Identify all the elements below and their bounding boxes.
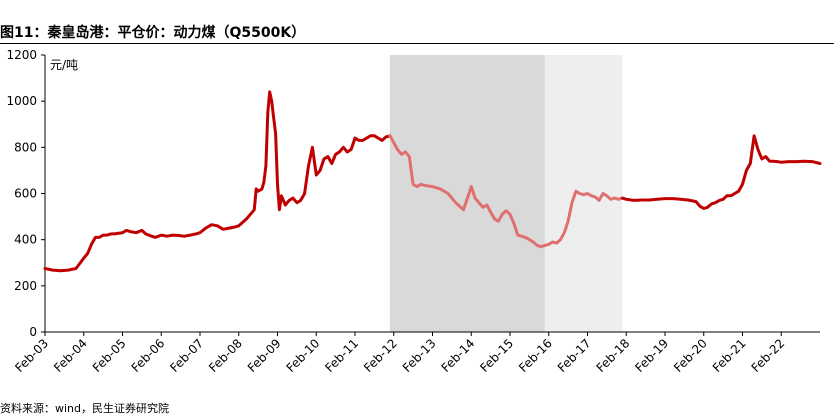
x-tick-label: Feb-06 [129,336,168,375]
y-tick-label: 200 [14,279,37,293]
x-tick-label: Feb-12 [361,336,400,375]
title-divider [0,43,834,44]
y-tick-label: 600 [14,187,37,201]
y-tick-label: 1200 [6,48,37,62]
x-tick-label: Feb-07 [167,336,206,375]
x-tick-label: Feb-13 [400,336,439,375]
y-tick-label: 800 [14,140,37,154]
x-tick-label: Feb-08 [206,336,245,375]
series-line-3 [620,134,822,210]
shaded-period-1 [389,55,545,332]
source-note: 资料来源：wind，民生证券研究院 [0,402,170,415]
x-tick-label: Feb-19 [632,336,671,375]
x-tick-label: Feb-22 [749,336,788,375]
series-line-2 [388,134,624,249]
series-line-1 [43,90,392,273]
x-tick-label: Feb-03 [12,336,51,375]
y-tick-label: 0 [29,325,37,339]
y-axis-unit-label: 元/吨 [50,58,79,72]
x-tick-label: Feb-20 [671,336,710,375]
x-tick-label: Feb-05 [90,336,129,375]
x-tick-label: Feb-04 [51,336,90,375]
x-tick-label: Feb-17 [555,336,594,375]
y-tick-label: 400 [14,233,37,247]
x-tick-label: Feb-16 [516,336,555,375]
chart-title: 图11：秦皇岛港：平仓价：动力煤（Q5500K） [0,25,306,41]
x-tick-label: Feb-15 [477,336,516,375]
x-tick-label: Feb-09 [245,336,284,375]
shaded-periods [389,55,623,332]
x-tick-label: Feb-14 [439,336,478,375]
y-tick-label: 1000 [6,94,37,108]
x-tick-label: Feb-18 [594,336,633,375]
x-tick-label: Feb-10 [284,336,323,375]
x-tick-label: Feb-21 [710,336,749,375]
chart-series [43,90,822,273]
x-tick-label: Feb-11 [322,336,361,375]
